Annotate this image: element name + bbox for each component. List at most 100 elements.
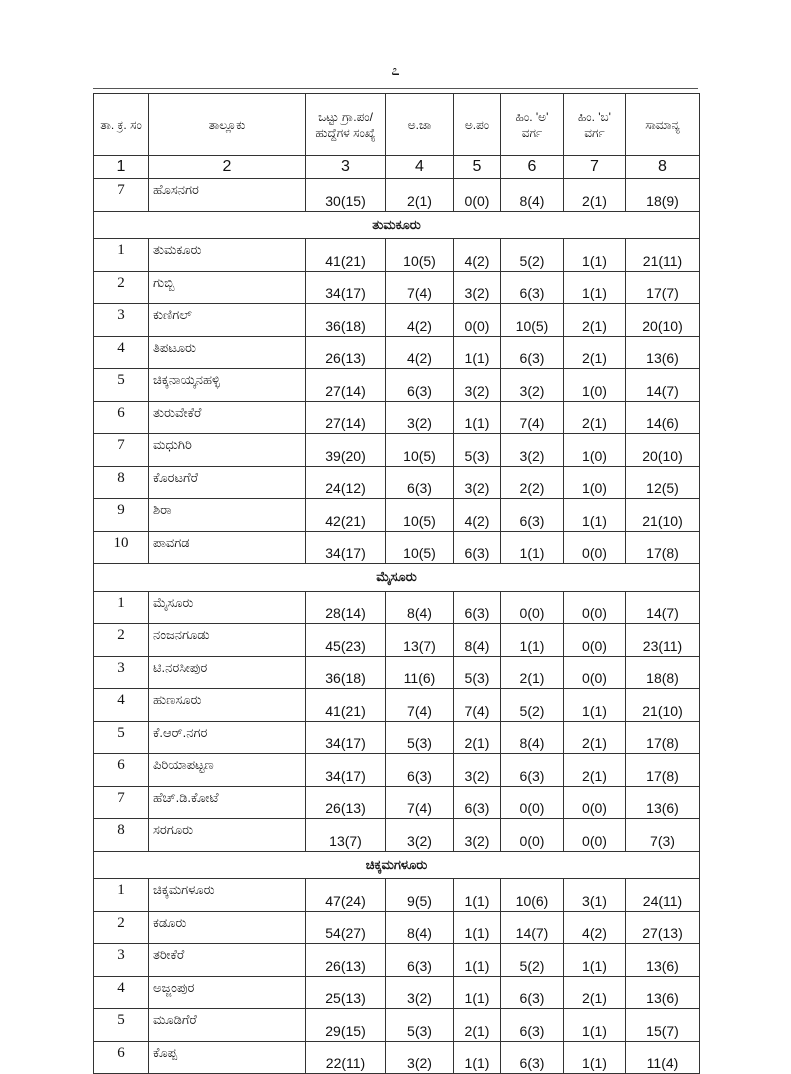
table-row: 8 ಕೊರಟಗೆರೆ 24(12) 6(3) 3(2) 2(2) 1(0) 12(5) — [93, 465, 700, 499]
count-cell: 2(2) — [500, 465, 564, 499]
taluk-name: ಹುಣಸೂರು — [148, 688, 306, 722]
count-cell: 1(1) — [563, 1040, 626, 1074]
count-cell: 3(2) — [453, 465, 501, 499]
taluk-name: ಕೆ.ಆರ್.ನಗರ — [148, 720, 306, 754]
count-cell: 1(1) — [453, 910, 501, 944]
reservation-table: ತಾ. ಕ್ರ. ಸಂ ತಾಲ್ಲೂಕು ಒಟ್ಟು ಗ್ರಾ.ಪಂ/ ಹುದ್ದೆ… — [93, 93, 700, 1074]
count-cell: 0(0) — [563, 590, 626, 624]
table-row: 1 ಮೈಸೂರು 28(14) 8(4) 6(3) 0(0) 0(0) 14(7) — [93, 590, 700, 624]
serial-number: 8 — [93, 465, 149, 499]
count-cell: 1(0) — [563, 465, 626, 499]
serial-number: 10 — [93, 530, 149, 564]
count-cell: 14(7) — [500, 910, 564, 944]
count-cell: 6(3) — [500, 753, 564, 787]
count-cell: 20(10) — [625, 433, 700, 467]
count-cell: 5(3) — [453, 433, 501, 467]
count-cell: 18(8) — [625, 655, 700, 689]
table-row: 7 ಹೆಚ್.ಡಿ.ಕೋಟೆ 26(13) 7(4) 6(3) 0(0) 0(0) 13(6) — [93, 785, 700, 819]
table-row: 9 ಶಿರಾ 42(21) 10(5) 4(2) 6(3) 1(1) 21(10) — [93, 498, 700, 532]
count-cell: 54(27) — [305, 910, 386, 944]
table-row: 1 ಚಿಕ್ಕಮಗಳೂರು 47(24) 9(5) 1(1) 10(6) 3(1) 24(11… — [93, 878, 700, 912]
count-cell: 1(1) — [453, 1040, 501, 1074]
count-cell: 4(2) — [563, 910, 626, 944]
count-cell: 8(4) — [385, 910, 454, 944]
serial-number: 6 — [93, 400, 149, 434]
taluk-name: ಕುಣಿಗಲ್ — [148, 303, 306, 337]
count-cell: 30(15) — [305, 178, 386, 212]
header-row: ತಾ. ಕ್ರ. ಸಂ ತಾಲ್ಲೂಕು ಒಟ್ಟು ಗ್ರಾ.ಪಂ/ ಹುದ್ದೆ… — [93, 93, 700, 156]
table-row: 5 ಕೆ.ಆರ್.ನಗರ 34(17) 5(3) 2(1) 8(4) 2(1) 17(8) — [93, 720, 700, 754]
count-cell: 0(0) — [500, 590, 564, 624]
column-header: ಸಾಮಾನ್ಯ — [625, 93, 700, 156]
count-cell: 0(0) — [500, 818, 564, 852]
count-cell: 10(5) — [385, 433, 454, 467]
count-cell: 34(17) — [305, 753, 386, 787]
count-cell: 2(1) — [563, 335, 626, 369]
count-cell: 3(2) — [385, 975, 454, 1009]
serial-number: 5 — [93, 1008, 149, 1042]
count-cell: 13(7) — [305, 818, 386, 852]
table-row: 1 ತುಮಕೂರು 41(21) 10(5) 4(2) 5(2) 1(1) 21(11) — [93, 238, 700, 272]
column-header: ತಾ. ಕ್ರ. ಸಂ — [93, 93, 149, 156]
count-cell: 39(20) — [305, 433, 386, 467]
count-cell: 2(1) — [563, 975, 626, 1009]
count-cell: 10(5) — [385, 498, 454, 532]
count-cell: 8(4) — [453, 623, 501, 657]
taluk-name: ನಂಜನಗೂಡು — [148, 623, 306, 657]
count-cell: 2(1) — [385, 178, 454, 212]
serial-number: 4 — [93, 688, 149, 722]
serial-number: 2 — [93, 270, 149, 304]
count-cell: 10(6) — [500, 878, 564, 912]
column-number: 2 — [148, 155, 306, 179]
taluk-name: ಮೈಸೂರು — [148, 590, 306, 624]
column-number: 5 — [453, 155, 501, 179]
taluk-name: ಪಿರಿಯಾಪಟ್ಟಣ — [148, 753, 306, 787]
column-header: ಹಿಂ. 'ಅ' ವರ್ಗ — [500, 93, 564, 156]
count-cell: 6(3) — [500, 975, 564, 1009]
count-cell: 13(7) — [385, 623, 454, 657]
count-cell: 2(1) — [563, 400, 626, 434]
serial-number: 3 — [93, 943, 149, 977]
count-cell: 7(4) — [500, 400, 564, 434]
count-cell: 5(2) — [500, 238, 564, 272]
serial-number: 3 — [93, 303, 149, 337]
table-row: 2 ಕಡೂರು 54(27) 8(4) 1(1) 14(7) 4(2) 27(13) — [93, 910, 700, 944]
count-cell: 6(3) — [453, 530, 501, 564]
taluk-name: ತಿಪಟೂರು — [148, 335, 306, 369]
serial-number: 3 — [93, 655, 149, 689]
document-page: ೭ ತಾ. ಕ್ರ. ಸಂ ತಾಲ್ಲೂಕು ಒಟ್ಟು ಗ್ರಾ.ಪಂ/ ಹುದ್… — [93, 62, 700, 1074]
count-cell: 5(3) — [385, 720, 454, 754]
count-cell: 25(13) — [305, 975, 386, 1009]
table-row: 6 ಕೊಪ್ಪ 22(11) 3(2) 1(1) 6(3) 1(1) 11(4) — [93, 1040, 700, 1074]
table-row: 2 ನಂಜನಗೂಡು 45(23) 13(7) 8(4) 1(1) 0(0) 23(11) — [93, 623, 700, 657]
count-cell: 10(5) — [500, 303, 564, 337]
count-cell: 10(5) — [385, 530, 454, 564]
taluk-name: ಹೊಸನಗರ — [148, 178, 306, 212]
count-cell: 1(1) — [563, 943, 626, 977]
count-cell: 29(15) — [305, 1008, 386, 1042]
district-name: ತುಮಕೂರು — [93, 210, 700, 239]
serial-number: 9 — [93, 498, 149, 532]
count-cell: 42(21) — [305, 498, 386, 532]
count-cell: 21(10) — [625, 498, 700, 532]
table-row: 8 ಸರಗೂರು 13(7) 3(2) 3(2) 0(0) 0(0) 7(3) — [93, 818, 700, 852]
count-cell: 9(5) — [385, 878, 454, 912]
table-row: 3 ಟಿ.ನರಸೀಪುರ 36(18) 11(6) 5(3) 2(1) 0(0) 18(8) — [93, 655, 700, 689]
table-row: 7 ಹೊಸನಗರ 30(15) 2(1) 0(0) 8(4) 2(1) 18(9) — [93, 178, 700, 212]
count-cell: 3(2) — [385, 1040, 454, 1074]
count-cell: 8(4) — [385, 590, 454, 624]
count-cell: 3(2) — [453, 818, 501, 852]
serial-number: 1 — [93, 590, 149, 624]
taluk-name: ಶಿರಾ — [148, 498, 306, 532]
count-cell: 6(3) — [453, 785, 501, 819]
count-cell: 1(0) — [563, 368, 626, 402]
count-cell: 21(10) — [625, 688, 700, 722]
count-cell: 1(1) — [453, 878, 501, 912]
district-section-row: ಮೈಸೂರು — [93, 563, 700, 592]
serial-number: 4 — [93, 975, 149, 1009]
count-cell: 0(0) — [563, 785, 626, 819]
serial-number: 2 — [93, 623, 149, 657]
count-cell: 36(18) — [305, 303, 386, 337]
count-cell: 41(21) — [305, 688, 386, 722]
serial-number: 2 — [93, 910, 149, 944]
